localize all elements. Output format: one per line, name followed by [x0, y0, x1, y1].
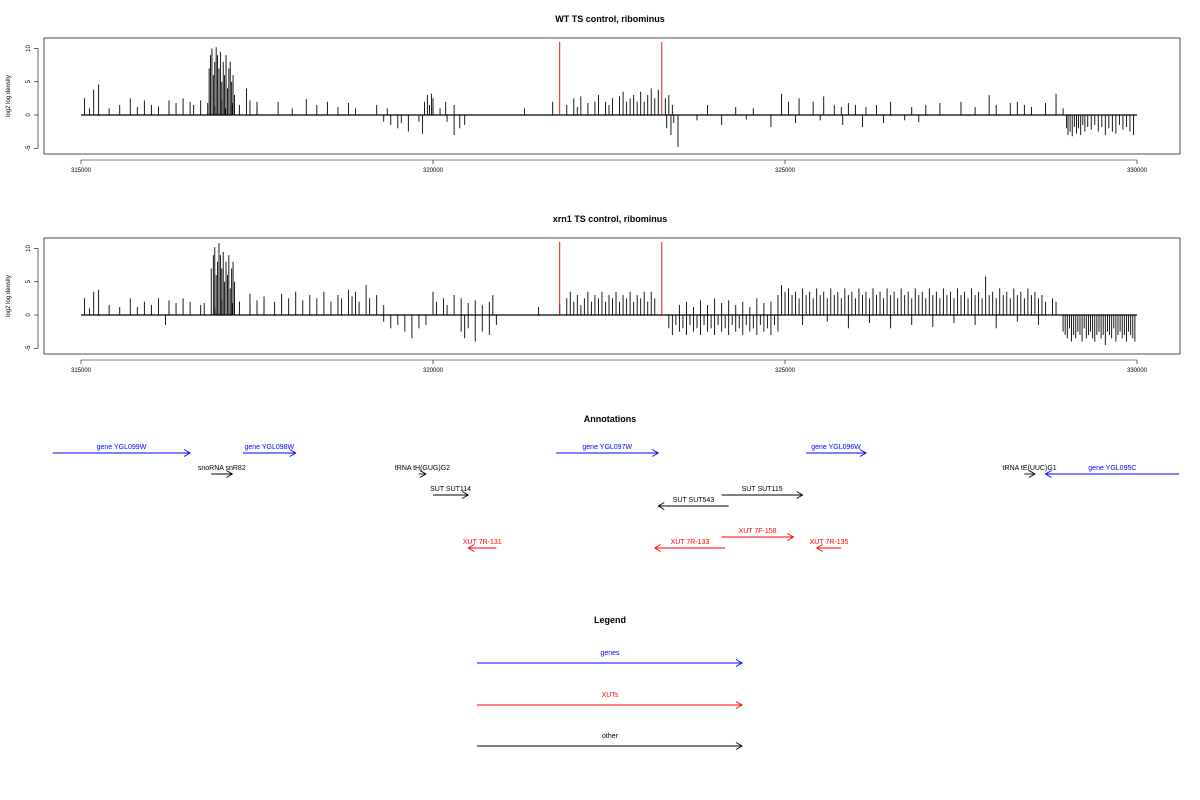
y-tick-label: 0 [26, 113, 32, 117]
y-tick-label: 5 [26, 279, 32, 283]
annotation-track: gene YGL099W gene YGL098W snoRNA snR82 tRNA… [52, 444, 1180, 552]
feature-arrow [211, 470, 234, 478]
wt-x-axis: 315000 320000 325000 330000 [71, 159, 1148, 174]
wt-density-bars [81, 42, 1137, 147]
wt-y-axis-label: log2 log density [6, 75, 12, 117]
legend-label: genes [600, 650, 620, 657]
feature-arrow [433, 491, 470, 499]
y-tick-label: -5 [26, 345, 32, 351]
x-tick-label: 320000 [423, 368, 444, 374]
feature-label: SUT SUT543 [673, 497, 715, 504]
feature-arrow [806, 449, 867, 457]
feature-arrow [418, 470, 427, 478]
legend-arrow [477, 701, 743, 709]
y-tick-label: 0 [26, 313, 32, 317]
y-tick-label: 10 [26, 245, 32, 252]
legend-arrow [477, 659, 743, 667]
feature-label: tRNA tE(UUC)G1 [1003, 465, 1057, 472]
feature-arrow [653, 544, 726, 552]
feature-label: XUT 7F-158 [739, 528, 777, 535]
y-tick-label: -5 [26, 145, 32, 151]
wt-density-panel: WT TS control, ribominus log2 log densit… [6, 14, 1181, 174]
feature-label: SUT SUT115 [742, 486, 783, 493]
legend: genes XUTs other [477, 650, 743, 750]
x-tick-label: 325000 [775, 368, 796, 374]
x-tick-label: 330000 [1127, 168, 1148, 174]
feature-label: XUT 7R-133 [671, 539, 710, 546]
feature-arrow [1024, 470, 1036, 478]
feature-arrow [721, 491, 804, 499]
wt-y-axis: -5 0 5 10 [26, 45, 39, 151]
feature-arrow [815, 544, 842, 552]
wt-panel-title: WT TS control, ribominus [555, 14, 665, 24]
feature-arrow [721, 533, 795, 541]
feature-arrow [1044, 470, 1180, 478]
legend-arrow [477, 742, 743, 750]
wt-plot-frame [43, 37, 1181, 155]
feature-label: gene YGL099W [97, 444, 147, 451]
feature-arrow [242, 449, 297, 457]
feature-label: XUT 7R-135 [810, 539, 849, 546]
xrn1-y-axis: -5 0 5 10 [26, 245, 39, 351]
feature-label: tRNA tH(GUG)G2 [395, 465, 450, 472]
feature-label: SUT SUT114 [430, 486, 471, 493]
legend-label: XUTs [602, 692, 619, 699]
xrn1-density-bars [81, 242, 1137, 345]
feature-label: gene YGL096W [811, 444, 861, 451]
feature-label: gene YGL095C [1088, 465, 1136, 472]
x-tick-label: 320000 [423, 168, 444, 174]
legend-label: other [602, 733, 619, 740]
feature-arrow [556, 449, 660, 457]
xrn1-y-axis-label: log2 log density [6, 275, 12, 317]
xrn1-x-axis: 315000 320000 325000 330000 [71, 359, 1148, 374]
x-tick-label: 330000 [1127, 368, 1148, 374]
feature-arrow [52, 449, 192, 457]
xrn1-plot-frame [43, 237, 1181, 355]
feature-arrow [657, 502, 729, 510]
legend-title: Legend [594, 615, 626, 625]
x-tick-label: 315000 [71, 368, 92, 374]
y-tick-label: 5 [26, 79, 32, 83]
xrn1-density-panel: xrn1 TS control, ribominus log2 log dens… [6, 214, 1181, 374]
feature-arrow [467, 544, 497, 552]
feature-label: snoRNA snR82 [198, 465, 246, 472]
feature-label: gene YGL097W [582, 444, 632, 451]
feature-label: gene YGL098W [244, 444, 294, 451]
x-tick-label: 315000 [71, 168, 92, 174]
x-tick-label: 325000 [775, 168, 796, 174]
y-tick-label: 10 [26, 45, 32, 52]
xrn1-panel-title: xrn1 TS control, ribominus [553, 214, 668, 224]
annotations-title: Annotations [584, 414, 637, 424]
feature-label: XUT 7R-131 [463, 539, 502, 546]
